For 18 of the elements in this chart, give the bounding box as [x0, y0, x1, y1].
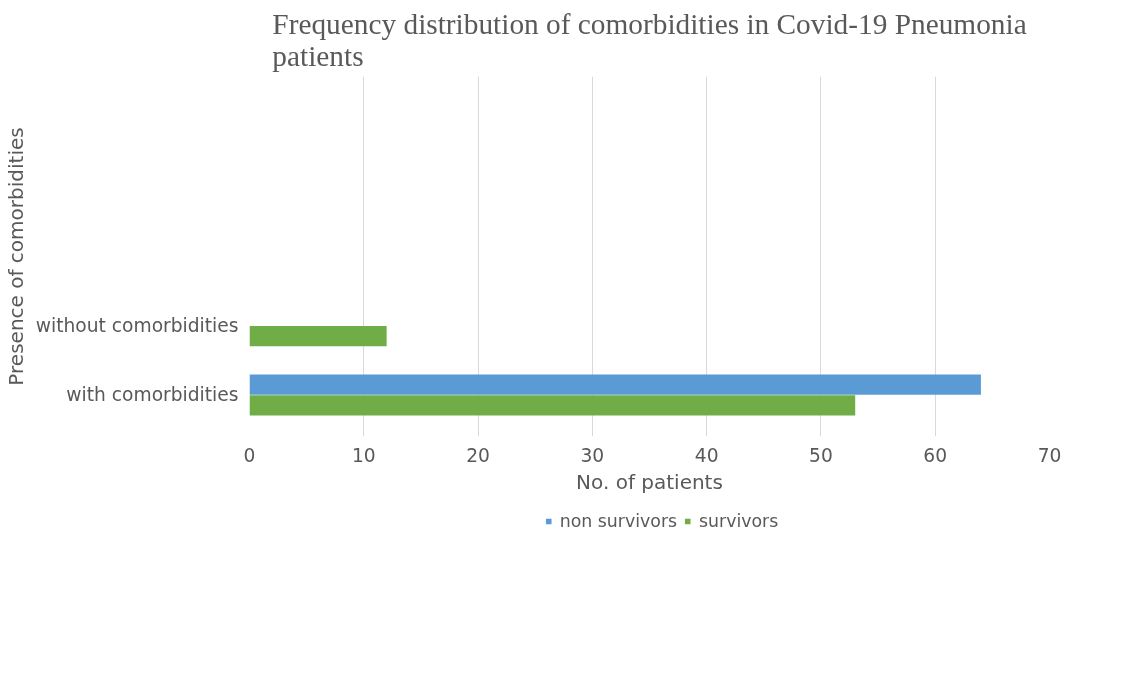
y-tick-label: with comorbidities [66, 384, 239, 406]
bar [249, 374, 981, 395]
y-tick-label: without comorbidities [35, 315, 239, 337]
x-tick-label: 30 [580, 444, 605, 466]
x-tick-label: 40 [694, 444, 719, 466]
y-axis-title: Presence of comorbidities [3, 127, 28, 386]
x-tick-label: 10 [351, 444, 376, 466]
legend-label: non survivors [559, 511, 678, 531]
x-tick-label: 50 [809, 444, 833, 466]
x-tick-label: 20 [466, 444, 490, 466]
x-tick-label: 60 [923, 444, 948, 466]
chart-title: Frequency distribution of comorbidities in Covid-19 Pneumonia patients [272, 7, 1027, 72]
x-tick-label: 0 [243, 444, 256, 466]
bar [249, 395, 856, 416]
x-tick-label: 70 [1037, 444, 1062, 466]
legend-label: survivors [699, 511, 779, 531]
x-axis-title: No. of patients [576, 469, 723, 494]
bar [249, 325, 387, 347]
